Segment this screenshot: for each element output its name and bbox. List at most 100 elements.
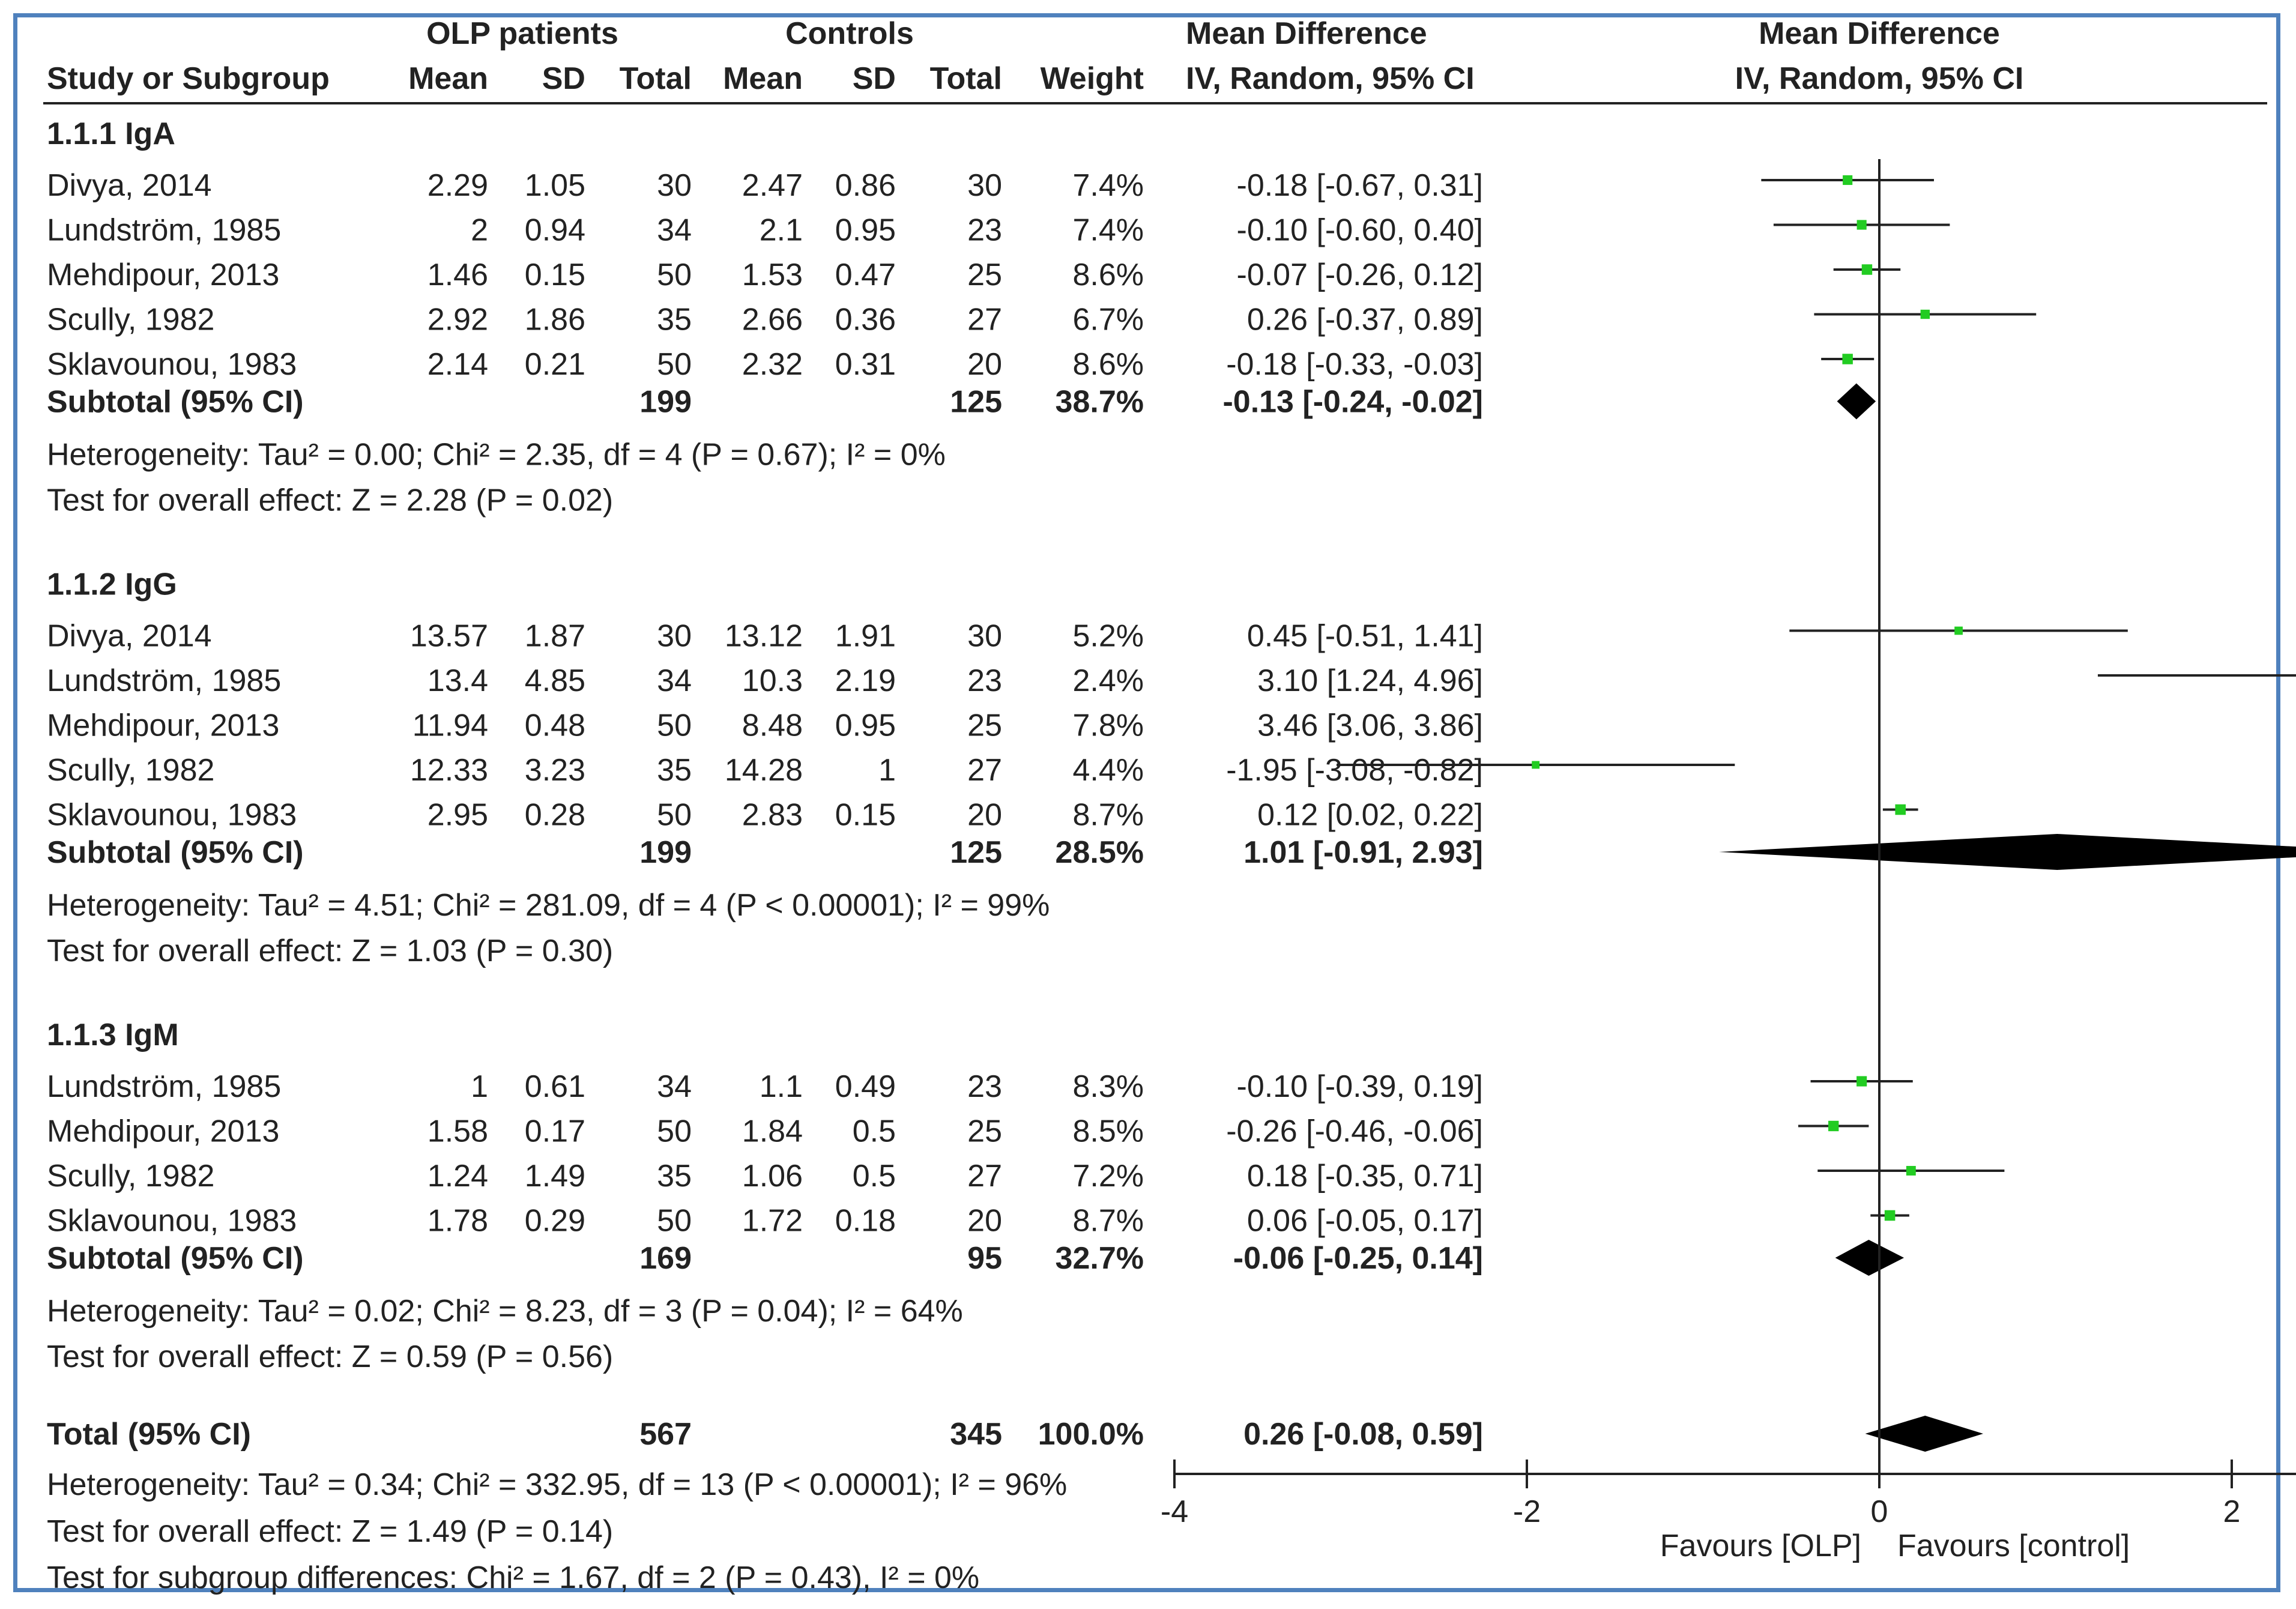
header-method: IV, Random, 95% CI [1186, 61, 1475, 96]
subgroup-2-subtotal-label: Subtotal (95% CI) [47, 835, 304, 870]
header-plot-method: IV, Random, 95% CI [1735, 61, 2024, 96]
header-controls: Controls [785, 16, 914, 51]
x-tick-label-0: -4 [1161, 1494, 1188, 1529]
subgroup-2-subtotal-weight: 28.5% [1056, 835, 1144, 870]
subgroup-3-study-2-mean-2: 1.84 [742, 1114, 803, 1149]
subgroup-2-study-3-sd-1: 0.48 [525, 708, 585, 743]
subgroup-3-subtotal-total-1: 169 [639, 1241, 692, 1276]
subgroup-1-study-5-sd-2: 0.31 [835, 347, 896, 382]
x-tick-label-3: 2 [2223, 1494, 2241, 1529]
subgroup-3-study-1-total-1: 34 [657, 1069, 692, 1104]
subgroup-1-study-2-ci-text: -0.10 [-0.60, 0.40] [1237, 213, 1484, 248]
total-overall-effect: Test for overall effect: Z = 1.49 (P = 0… [47, 1514, 613, 1549]
subgroup-3-study-4-ci-text: 0.06 [-0.05, 0.17] [1247, 1204, 1483, 1239]
subgroup-1-study-1-ci-text: -0.18 [-0.67, 0.31] [1237, 168, 1484, 203]
subgroup-2-study-1-sd-2: 1.91 [835, 619, 896, 654]
subgroup-1-study-1-mean-1: 2.29 [427, 168, 488, 203]
subgroup-3-study-3-name: Scully, 1982 [47, 1159, 214, 1194]
subgroup-1-study-5-total-2: 20 [967, 347, 1002, 382]
subgroup-2-label: 1.1.2 IgG [47, 567, 177, 602]
header-total-1: Total [620, 61, 692, 96]
favours-left: Favours [OLP] [1660, 1529, 1861, 1563]
subgroup-2-study-5-sd-1: 0.28 [525, 798, 585, 833]
subgroup-1-label: 1.1.1 IgA [47, 116, 175, 151]
subgroup-2-study-1-total-2: 30 [967, 619, 1002, 654]
subgroup-1-subtotal-total-1: 199 [639, 385, 692, 420]
subgroup-1-study-3-total-1: 50 [657, 258, 692, 292]
subgroup-2-study-2-sd-2: 2.19 [835, 663, 896, 698]
subgroup-3-subtotal-weight: 32.7% [1056, 1241, 1144, 1276]
subgroup-1-study-2-total-2: 23 [967, 213, 1002, 248]
subgroup-2-study-4-ci-text: -1.95 [-3.08, -0.82] [1226, 753, 1483, 788]
subgroup-1-study-4-name: Scully, 1982 [47, 303, 214, 337]
subgroup-1-study-3-mean-1: 1.46 [427, 258, 488, 292]
subgroup-2-study-3-ci-text: 3.46 [3.06, 3.86] [1257, 708, 1483, 743]
subgroup-3-subtotal-ci-text: -0.06 [-0.25, 0.14] [1233, 1241, 1483, 1276]
subgroup-1-study-4-sd-2: 0.36 [835, 303, 896, 337]
subgroup-differences: Test for subgroup differences: Chi² = 1.… [47, 1560, 979, 1595]
subgroup-1-study-1-mean-2: 2.47 [742, 168, 803, 203]
total-total-2: 345 [950, 1417, 1002, 1452]
subgroup-3-study-3-mean-1: 1.24 [427, 1159, 488, 1194]
subgroup-2-study-5-mean-2: 2.83 [742, 798, 803, 833]
header-sd-1: SD [542, 61, 585, 96]
subgroup-1-subtotal-label: Subtotal (95% CI) [47, 385, 304, 420]
subgroup-1-study-1-weight: 7.4% [1072, 168, 1144, 203]
subgroup-1-heterogeneity: Heterogeneity: Tau² = 0.00; Chi² = 2.35,… [47, 438, 946, 472]
subgroup-2-study-4-name: Scully, 1982 [47, 753, 214, 788]
subgroup-1-study-1-total-1: 30 [657, 168, 692, 203]
subgroup-3-study-1-name: Lundström, 1985 [47, 1069, 281, 1104]
subgroup-3-study-1-total-2: 23 [967, 1069, 1002, 1104]
subgroup-3-subtotal-diamond [1835, 1240, 1905, 1276]
x-tick-label-2: 0 [1871, 1494, 1888, 1529]
header-mean-1: Mean [408, 61, 488, 96]
subgroup-2-study-1-mean-1: 13.57 [410, 619, 488, 654]
subgroup-3-study-3-sd-1: 1.49 [525, 1159, 585, 1194]
subgroup-2-study-2-total-2: 23 [967, 663, 1002, 698]
subgroup-2-study-3-name: Mehdipour, 2013 [47, 708, 279, 743]
subgroup-3-study-1-sd-2: 0.49 [835, 1069, 896, 1104]
total-ci-text: 0.26 [-0.08, 0.59] [1243, 1417, 1483, 1452]
subgroup-2-subtotal-total-2: 125 [950, 835, 1002, 870]
subgroup-3-study-3-point [1906, 1166, 1916, 1176]
subgroup-2-study-3-sd-2: 0.95 [835, 708, 896, 743]
subgroup-3-study-3-total-1: 35 [657, 1159, 692, 1194]
subgroup-3-study-2-weight: 8.5% [1072, 1114, 1144, 1149]
subgroup-2-study-2-total-1: 34 [657, 663, 692, 698]
subgroup-1-study-3-name: Mehdipour, 2013 [47, 258, 279, 292]
subgroup-1-study-5-point [1842, 354, 1853, 364]
header-study: Study or Subgroup [47, 61, 330, 96]
subgroup-1-study-5-mean-1: 2.14 [427, 347, 488, 382]
subgroup-1-overall-effect: Test for overall effect: Z = 2.28 (P = 0… [47, 483, 613, 518]
subgroup-3-study-2-sd-2: 0.5 [853, 1114, 896, 1149]
subgroup-3-label: 1.1.3 IgM [47, 1018, 179, 1052]
total-total-1: 567 [639, 1417, 692, 1452]
subgroup-1-study-3-point [1861, 264, 1873, 275]
subgroup-2-overall-effect: Test for overall effect: Z = 1.03 (P = 0… [47, 934, 613, 968]
subgroup-3-study-2-point [1828, 1120, 1839, 1132]
subgroup-2-study-1-ci-text: 0.45 [-0.51, 1.41] [1247, 619, 1483, 654]
subgroup-2-subtotal-diamond [1718, 834, 2296, 870]
subgroup-1-study-2-total-1: 34 [657, 213, 692, 248]
header-olp-patients: OLP patients [426, 16, 618, 51]
header-mean-difference: Mean Difference [1186, 16, 1427, 51]
subgroup-1-study-4-weight: 6.7% [1072, 303, 1144, 337]
subgroup-1-study-4-mean-1: 2.92 [427, 303, 488, 337]
subgroup-3-study-3-weight: 7.2% [1072, 1159, 1144, 1194]
subgroup-2-study-5-name: Sklavounou, 1983 [47, 798, 297, 833]
subgroup-3-study-4-point [1884, 1210, 1896, 1221]
subgroup-2-study-4-sd-1: 3.23 [525, 753, 585, 788]
subgroup-2-study-1-sd-1: 1.87 [525, 619, 585, 654]
subgroup-3-study-4-sd-2: 0.18 [835, 1204, 896, 1239]
subgroup-2-study-3-weight: 7.8% [1072, 708, 1144, 743]
total-label: Total (95% CI) [47, 1417, 251, 1452]
subgroup-1-study-4-point [1920, 309, 1930, 319]
subgroup-1-study-1-name: Divya, 2014 [47, 168, 212, 203]
subgroup-2-study-2-mean-2: 10.3 [742, 663, 803, 698]
total-weight: 100.0% [1038, 1417, 1144, 1452]
subgroup-3-study-2-mean-1: 1.58 [427, 1114, 488, 1149]
subgroup-2-study-4-mean-2: 14.28 [725, 753, 803, 788]
subgroup-1-study-3-weight: 8.6% [1072, 258, 1144, 292]
subgroup-1-study-1-total-2: 30 [967, 168, 1002, 203]
subgroup-2-study-1-point [1954, 626, 1963, 635]
